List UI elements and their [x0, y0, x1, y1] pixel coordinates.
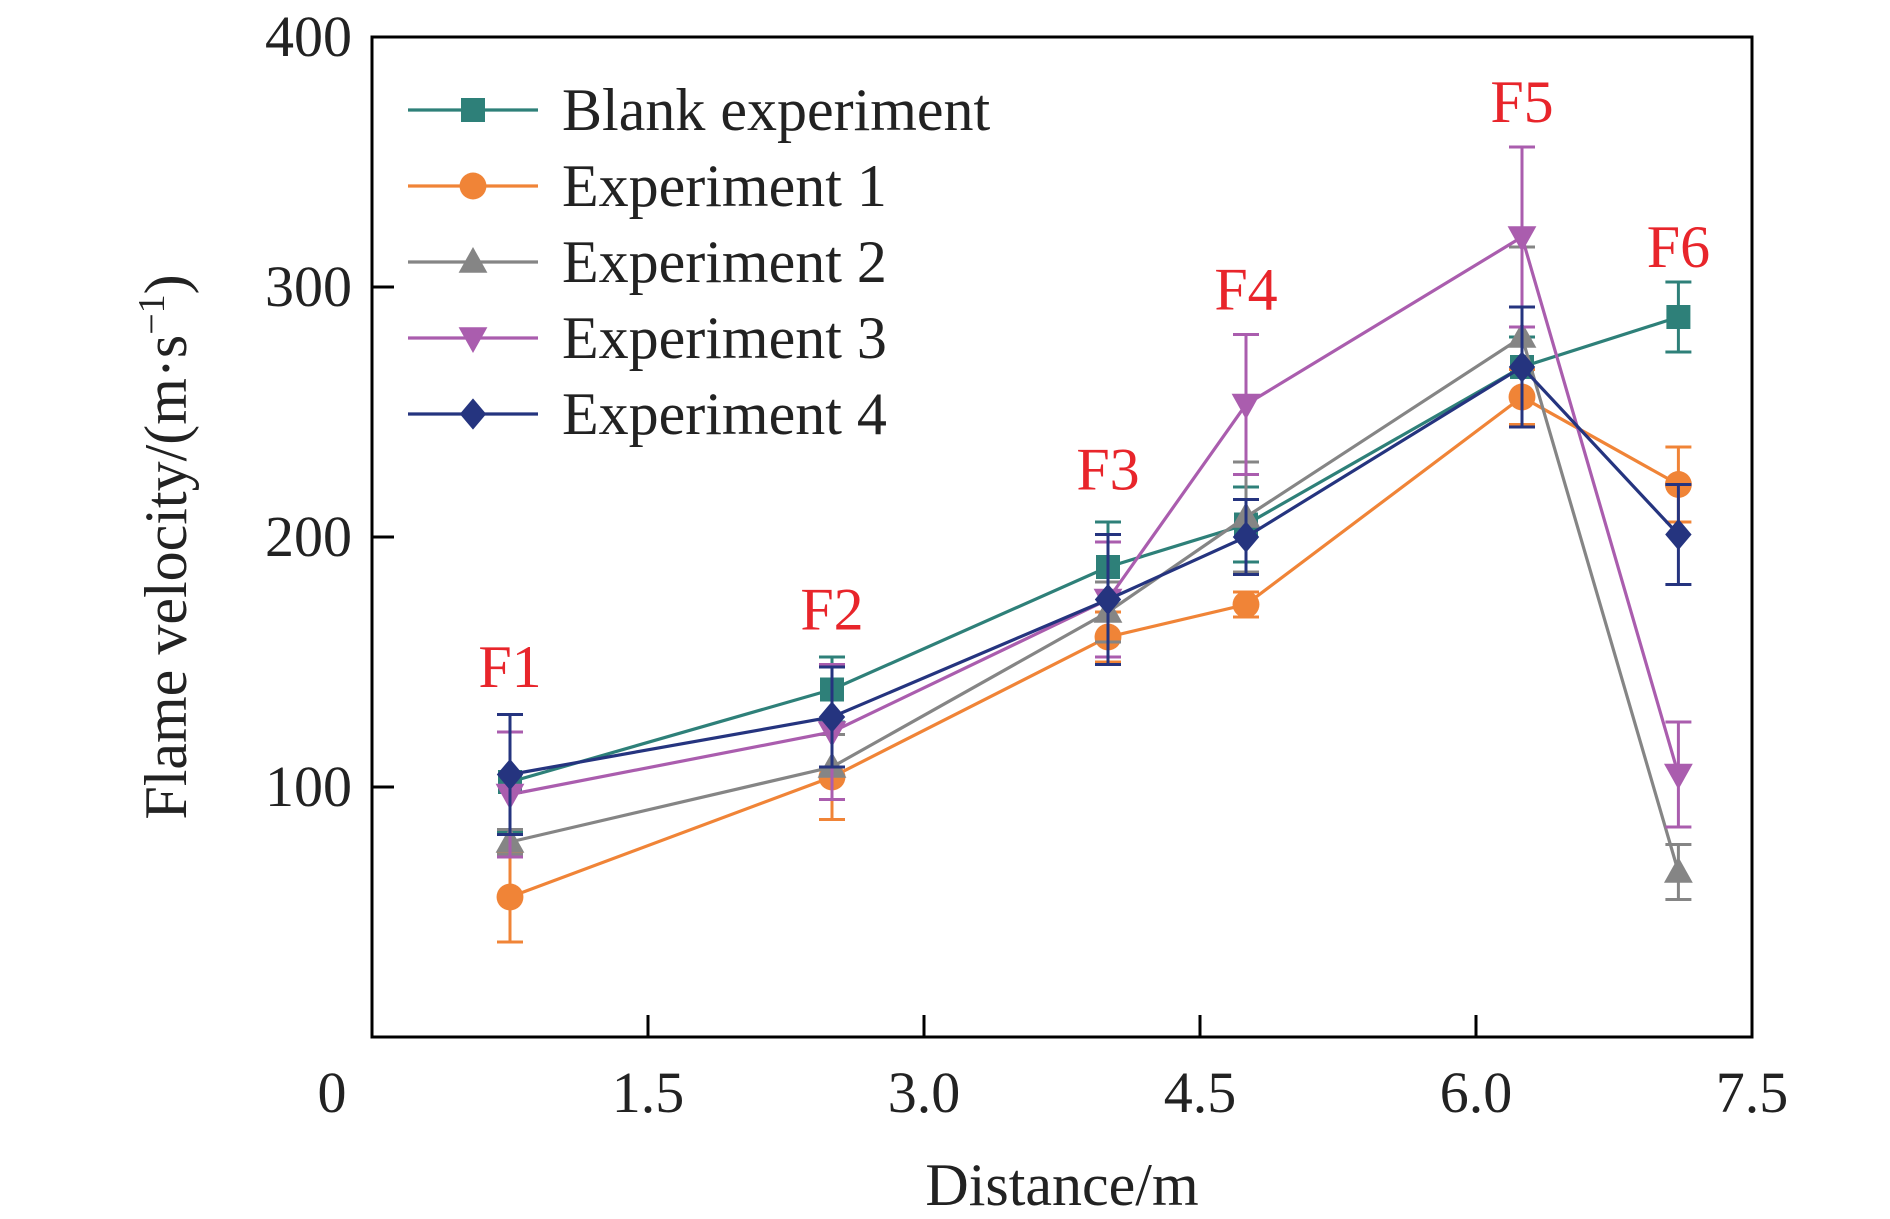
series-5: [496, 305, 1692, 836]
annotation-label: F6: [1647, 214, 1710, 280]
x-tick-label: 4.5: [1164, 1060, 1237, 1125]
series-layer: [495, 145, 1693, 944]
series-line: [509, 334, 1680, 873]
legend-marker: [458, 247, 488, 273]
data-point: [818, 701, 846, 733]
legend-item: Experiment 3: [408, 305, 887, 371]
series-line: [509, 315, 1679, 784]
y-tick-label: 300: [265, 254, 352, 319]
y-axis: 100 200 300 400: [265, 4, 394, 819]
series-line: [509, 364, 1680, 777]
data-point: [1664, 857, 1693, 883]
x-axis-label: Distance/m: [925, 1152, 1198, 1218]
x-tick-label: 3.0: [888, 1060, 961, 1125]
data-point: [1666, 305, 1691, 329]
data-point: [1094, 583, 1122, 616]
data-point: [1665, 518, 1692, 551]
data-point: [1232, 591, 1260, 618]
x-axis: 1.5 3.0 4.5 6.0 7.5 0: [318, 1015, 1789, 1125]
legend-label: Experiment 4: [562, 381, 887, 447]
legend-item: Experiment 2: [408, 229, 887, 295]
legend-marker: [458, 327, 488, 353]
series-line: [509, 234, 1680, 797]
legend-marker: [459, 172, 487, 200]
data-point: [496, 758, 524, 791]
annotation-layer: F1 F2 F3 F4 F5 F6: [478, 69, 1710, 700]
y-tick-label: 100: [265, 754, 352, 819]
y-axis-label-superscript: −1: [131, 294, 173, 334]
annotation-label: F2: [800, 577, 863, 643]
y-tick-label: 400: [265, 4, 352, 69]
legend-label: Experiment 1: [562, 153, 887, 219]
legend-label: Experiment 3: [562, 305, 887, 371]
data-point: [1664, 763, 1693, 790]
data-point: [1232, 521, 1260, 553]
data-point: [496, 883, 524, 911]
legend-item: Experiment 1: [408, 153, 887, 219]
annotation-label: F4: [1214, 257, 1277, 323]
data-point: [1507, 226, 1537, 252]
data-point: [1508, 351, 1536, 383]
legend-item: Experiment 4: [408, 381, 887, 447]
x-tick-label: 7.5: [1716, 1060, 1789, 1125]
annotation-label: F5: [1490, 69, 1553, 135]
y-axis-label-close: ): [133, 274, 199, 294]
y-axis-label: Flame velocity/(m·s−1): [131, 274, 199, 819]
annotation-label: F3: [1076, 437, 1139, 503]
legend-item: Blank experiment: [408, 77, 991, 143]
x-tick-label-origin: 0: [318, 1060, 347, 1125]
annotation-label: F1: [478, 634, 541, 700]
x-tick-label: 1.5: [612, 1060, 685, 1125]
legend-marker: [459, 398, 487, 430]
legend-label: Blank experiment: [562, 77, 991, 143]
legend-marker: [461, 98, 485, 122]
x-tick-label: 6.0: [1440, 1060, 1513, 1125]
legend-label: Experiment 2: [562, 229, 887, 295]
y-axis-label-main: Flame velocity/(m·s: [133, 335, 199, 820]
series-line: [509, 395, 1680, 899]
legend: Blank experiment Experiment 1 Experiment 2…: [408, 77, 991, 447]
data-point: [1231, 393, 1261, 420]
y-tick-label: 200: [265, 504, 352, 569]
